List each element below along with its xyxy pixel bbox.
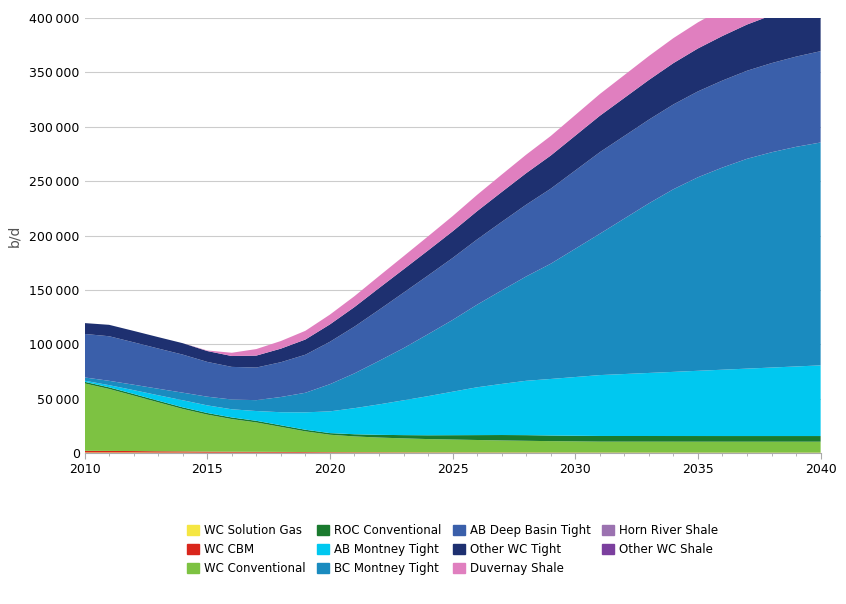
Y-axis label: b/d: b/d bbox=[7, 224, 21, 247]
Legend: WC Solution Gas, WC CBM, WC Conventional, ROC Conventional, AB Montney Tight, BC: WC Solution Gas, WC CBM, WC Conventional… bbox=[187, 524, 718, 575]
